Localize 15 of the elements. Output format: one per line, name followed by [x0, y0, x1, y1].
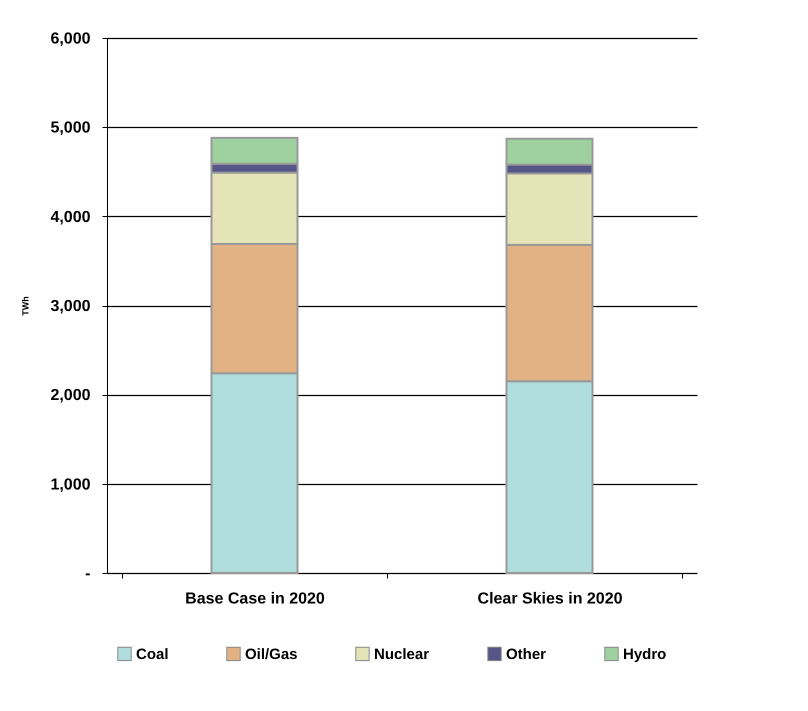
y-tick-label: 3,000: [50, 298, 91, 315]
y-tick-label: 2,000: [50, 387, 91, 404]
y-axis-title: TWh: [20, 296, 30, 316]
y-tick-label: 6,000: [50, 30, 91, 48]
legend-label: Other: [506, 646, 546, 663]
y-tick-label: 5,000: [50, 120, 91, 137]
legend-label: Hydro: [623, 646, 666, 663]
y-tick-label: -: [85, 566, 90, 582]
y-tick-label: 1,000: [50, 476, 91, 494]
y-tick-label: 4,000: [50, 208, 91, 226]
x-tick-label: Clear Skies in 2020: [478, 590, 623, 608]
legend-label: Coal: [136, 646, 169, 663]
legend-label: Oil/Gas: [245, 646, 298, 663]
x-tick-label: Base Case in 2020: [185, 590, 325, 608]
legend-label: Nuclear: [374, 646, 430, 663]
